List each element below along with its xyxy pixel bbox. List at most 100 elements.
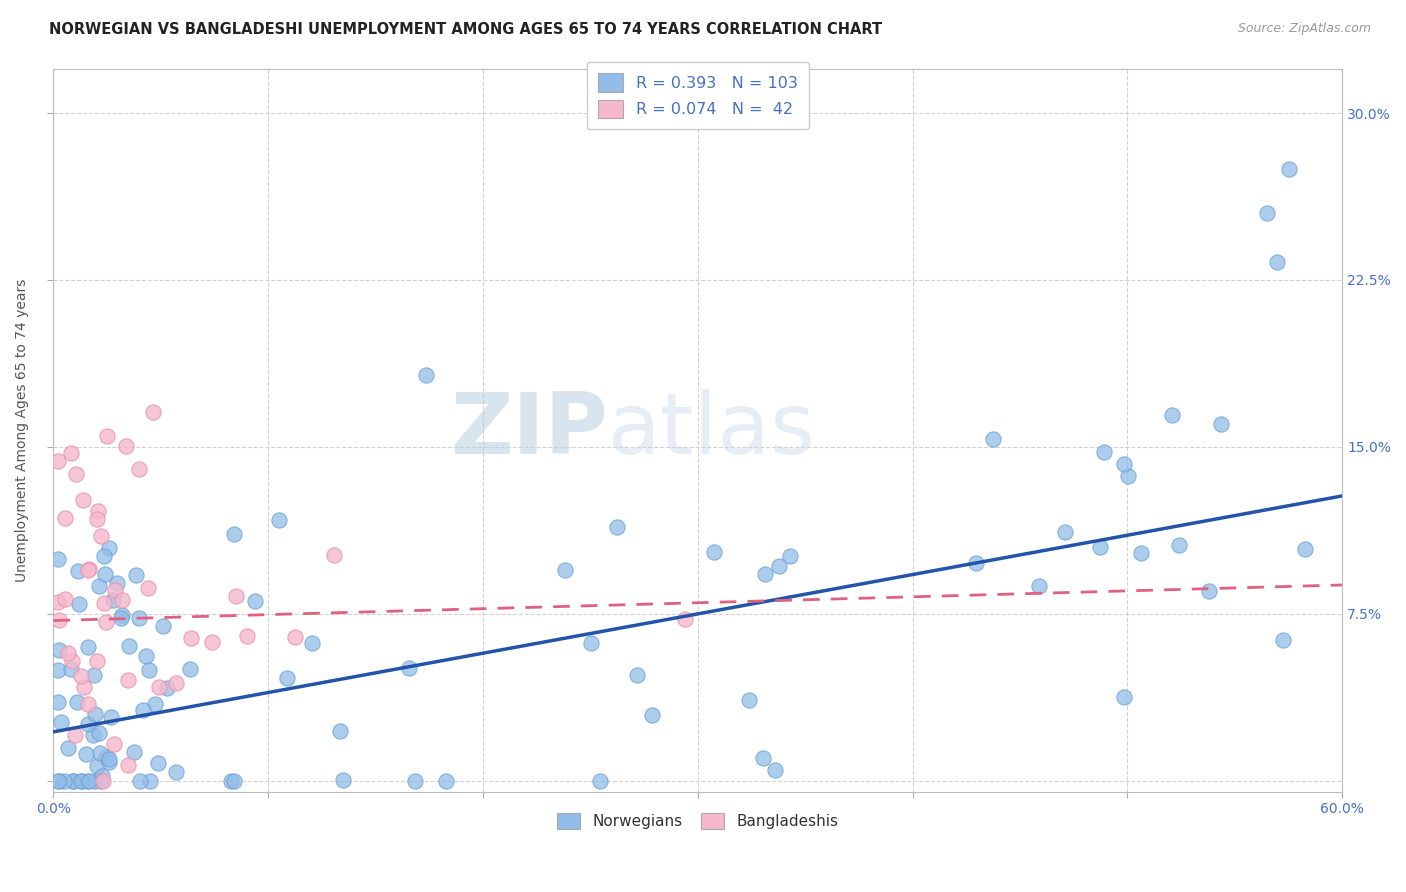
Point: [1112, 458, 1135, 472]
Point: [53, 773, 76, 788]
Point: [91, 773, 114, 788]
Point: [236, 629, 259, 643]
Point: [132, 703, 155, 717]
Point: [48, 643, 70, 657]
Point: [152, 619, 174, 633]
Point: [87, 504, 110, 518]
Point: [128, 773, 150, 788]
Point: [148, 681, 170, 695]
Y-axis label: Unemployment Among Ages 65 to 74 years: Unemployment Among Ages 65 to 74 years: [15, 278, 30, 582]
Point: [91, 768, 114, 782]
Point: [180, 631, 202, 645]
Point: [59, 446, 82, 460]
Point: [67, 597, 90, 611]
Point: [83, 773, 105, 788]
Point: [93, 596, 115, 610]
Point: [86, 512, 108, 526]
Point: [117, 758, 139, 772]
Point: [58, 741, 80, 756]
Point: [1294, 542, 1316, 557]
Text: ZIP: ZIP: [450, 389, 607, 472]
Point: [1130, 546, 1153, 560]
Point: [1256, 206, 1278, 220]
Point: [77, 773, 100, 788]
Point: [125, 567, 148, 582]
Point: [221, 773, 243, 788]
Point: [143, 697, 166, 711]
Point: [76, 563, 98, 577]
Point: [111, 592, 134, 607]
Point: [63, 728, 86, 742]
Point: [1211, 417, 1233, 431]
Point: [48, 614, 70, 628]
Point: [122, 745, 145, 759]
Point: [89, 746, 111, 760]
Point: [84, 707, 107, 722]
Point: [703, 544, 725, 558]
Point: [56, 646, 79, 660]
Point: [75, 747, 97, 761]
Point: [60, 662, 83, 676]
Point: [322, 549, 344, 563]
Point: [1277, 161, 1299, 176]
Point: [415, 368, 437, 382]
Point: [276, 672, 298, 686]
Point: [66, 695, 89, 709]
Point: [103, 737, 125, 751]
Point: [165, 764, 187, 779]
Point: [179, 662, 201, 676]
Point: [111, 608, 134, 623]
Point: [72, 493, 94, 508]
Point: [46, 695, 69, 709]
Point: [284, 630, 307, 644]
Point: [1028, 579, 1050, 593]
Legend: Norwegians, Bangladeshis: Norwegians, Bangladeshis: [551, 806, 844, 835]
Point: [117, 673, 139, 688]
Point: [142, 405, 165, 419]
Point: [1272, 633, 1295, 648]
Point: [86, 654, 108, 668]
Point: [46, 595, 69, 609]
Point: [94, 749, 117, 764]
Point: [62, 773, 84, 788]
Point: [87, 725, 110, 739]
Point: [46, 663, 69, 677]
Point: [139, 773, 162, 788]
Point: [1090, 540, 1112, 554]
Point: [589, 773, 612, 788]
Point: [579, 636, 602, 650]
Point: [1116, 468, 1139, 483]
Point: [66, 564, 89, 578]
Point: [110, 611, 132, 625]
Point: [104, 582, 127, 597]
Point: [554, 563, 576, 577]
Point: [1265, 254, 1288, 268]
Point: [165, 676, 187, 690]
Point: [673, 612, 696, 626]
Point: [100, 710, 122, 724]
Point: [146, 756, 169, 770]
Point: [53, 510, 76, 524]
Point: [98, 541, 121, 556]
Text: Source: ZipAtlas.com: Source: ZipAtlas.com: [1237, 22, 1371, 36]
Point: [1092, 445, 1115, 459]
Point: [77, 697, 100, 711]
Point: [138, 663, 160, 677]
Point: [752, 750, 775, 764]
Text: atlas: atlas: [607, 389, 815, 472]
Point: [434, 773, 457, 788]
Point: [398, 661, 420, 675]
Point: [97, 755, 120, 769]
Point: [1112, 690, 1135, 704]
Point: [225, 590, 247, 604]
Point: [156, 681, 179, 695]
Point: [118, 640, 141, 654]
Point: [70, 669, 93, 683]
Point: [1168, 539, 1191, 553]
Point: [46, 453, 69, 467]
Point: [128, 462, 150, 476]
Point: [135, 648, 157, 663]
Point: [90, 773, 112, 788]
Point: [48, 773, 70, 788]
Point: [87, 579, 110, 593]
